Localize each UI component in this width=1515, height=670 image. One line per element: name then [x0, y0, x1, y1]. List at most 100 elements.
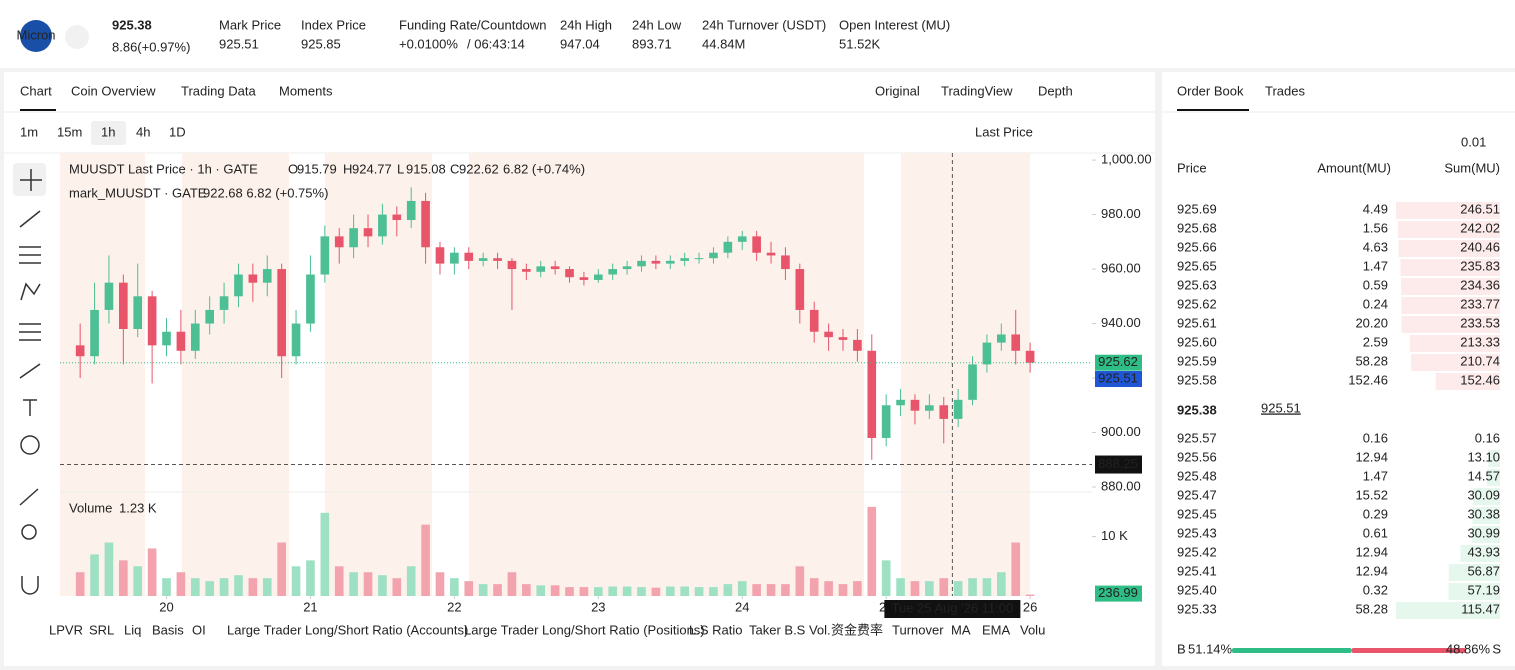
- ob-price: 925.57: [1177, 430, 1217, 445]
- ob-price: 925.62: [1177, 296, 1217, 311]
- volume-bar: [147, 548, 157, 596]
- candle-body: [234, 274, 243, 297]
- volume-bar: [320, 512, 330, 596]
- interval[interactable]: 1D: [169, 124, 186, 139]
- volume-bar: [997, 572, 1006, 596]
- session-shade: [901, 153, 1030, 596]
- stat-value: +0.0100%: [399, 36, 458, 51]
- ob-sum: 30.99: [1467, 525, 1500, 540]
- volume-bar: [277, 542, 286, 596]
- sell-ratio-bar: [1351, 648, 1466, 653]
- ob-sum: 246.51: [1460, 201, 1500, 216]
- indicator[interactable]: Large Trader Long/Short Ratio (Accounts): [227, 622, 468, 637]
- ob-tab[interactable]: Order Book: [1177, 83, 1244, 98]
- price-source[interactable]: Last Price: [975, 124, 1033, 139]
- volume-bar: [637, 587, 646, 596]
- indicator[interactable]: SRL: [89, 622, 114, 637]
- indicator[interactable]: MA: [951, 622, 971, 637]
- x-tick-label: 22: [447, 599, 461, 614]
- view-tab[interactable]: Original: [875, 83, 920, 98]
- indicator[interactable]: Volu: [1020, 622, 1045, 637]
- candle-body: [1011, 334, 1021, 351]
- interval[interactable]: 1m: [20, 124, 38, 139]
- indicator[interactable]: Taker B.S Vol.: [749, 622, 831, 637]
- indicator[interactable]: Large Trader Long/Short Ratio (Positions…: [464, 622, 705, 637]
- ob-sum: 240.46: [1460, 239, 1500, 254]
- stat-label: Open Interest (MU): [839, 17, 950, 32]
- indicator[interactable]: LPVR: [49, 622, 83, 637]
- volume-bar: [680, 586, 689, 596]
- volume-bar: [435, 572, 445, 596]
- interval[interactable]: 15m: [57, 124, 82, 139]
- view-tab[interactable]: Depth: [1038, 83, 1073, 98]
- ohlc-label: H: [343, 161, 352, 176]
- volume-bar: [982, 578, 992, 596]
- indicator[interactable]: 资金费率: [831, 622, 883, 637]
- candle-body: [680, 258, 689, 261]
- add-button[interactable]: [1074, 457, 1090, 473]
- price-change: 8.86(+0.97%): [112, 39, 190, 54]
- volume-bar: [248, 578, 258, 596]
- indicator[interactable]: Turnover: [892, 622, 944, 637]
- tab[interactable]: Trading Data: [181, 83, 256, 98]
- stat-label: Index Price: [301, 17, 366, 32]
- ob-amount: 0.16: [1363, 430, 1388, 445]
- depth-bar: [1398, 240, 1500, 257]
- ob-sum: 152.46: [1460, 372, 1500, 387]
- y-tick-label: 1,000.00: [1101, 152, 1152, 167]
- indicator[interactable]: OI: [192, 622, 206, 637]
- volume-bar: [450, 578, 459, 596]
- ob-amount: 58.28: [1355, 353, 1388, 368]
- ob-sum: 210.74: [1460, 353, 1500, 368]
- ob-price: 925.69: [1177, 201, 1217, 216]
- candle-body: [277, 269, 286, 357]
- stat-value: 51.52K: [839, 36, 881, 51]
- legend-mark-values: 922.68 6.82 (+0.75%): [203, 185, 328, 200]
- last-price-label: 925.62: [1098, 354, 1138, 369]
- ob-price: 925.43: [1177, 525, 1217, 540]
- favorite[interactable]: [65, 25, 89, 49]
- volume-bar: [953, 581, 963, 596]
- candle-body: [651, 260, 661, 264]
- stat-value: 893.71: [632, 36, 672, 51]
- indicator[interactable]: EMA: [982, 622, 1011, 637]
- candle-body: [809, 309, 819, 332]
- tab[interactable]: Moments: [279, 83, 333, 98]
- volume-bar: [406, 566, 416, 596]
- tab[interactable]: Chart: [20, 83, 52, 98]
- ob-sum: 0.16: [1475, 430, 1500, 445]
- x-tick-label: 20: [159, 599, 173, 614]
- tab[interactable]: Coin Overview: [71, 83, 156, 98]
- candle-body: [752, 236, 761, 253]
- logo-text: Micron: [16, 27, 55, 42]
- volume-bar: [867, 506, 877, 596]
- volume-bar: [925, 581, 934, 596]
- depth-bar: [1488, 450, 1500, 467]
- ob-amount: 12.94: [1355, 563, 1388, 578]
- interval[interactable]: 1h: [101, 124, 115, 139]
- ob-amount: 152.46: [1348, 372, 1388, 387]
- crosshair-y-tag: [1095, 455, 1142, 474]
- indicator[interactable]: Liq: [124, 622, 141, 637]
- volume-bar: [234, 575, 243, 596]
- ob-tab[interactable]: Trades: [1265, 83, 1305, 98]
- interval[interactable]: 4h: [136, 124, 150, 139]
- candle-body: [133, 296, 143, 329]
- view-tab[interactable]: TradingView: [941, 83, 1013, 98]
- ob-amount: 0.32: [1363, 582, 1388, 597]
- candle-body: [968, 364, 977, 400]
- depth-bar: [1448, 564, 1500, 581]
- depth-bar: [1396, 202, 1500, 219]
- indicator[interactable]: Basis: [152, 622, 184, 637]
- depth-bar: [1401, 297, 1500, 314]
- volume-bar: [1025, 594, 1035, 596]
- volume-bar: [939, 578, 949, 596]
- candle-body: [205, 309, 215, 324]
- candle-body: [435, 247, 445, 264]
- crosshair-y-label: 888.25: [1098, 456, 1138, 471]
- candle-body: [464, 252, 474, 261]
- ob-price: 925.41: [1177, 563, 1217, 578]
- candle-body: [378, 214, 387, 237]
- indicator[interactable]: L.S Ratio: [689, 622, 742, 637]
